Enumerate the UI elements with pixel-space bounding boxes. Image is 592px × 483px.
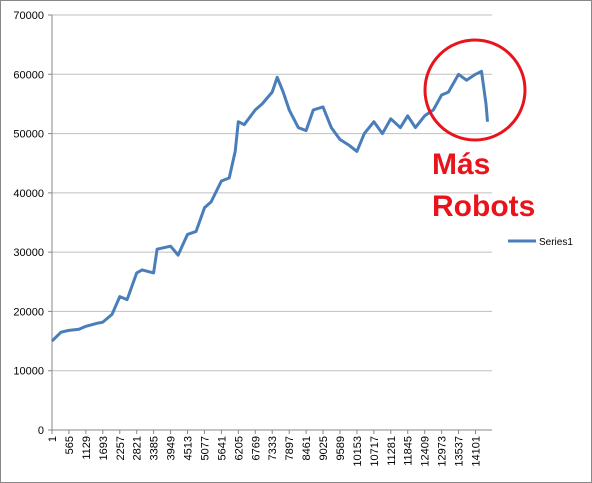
y-tick-label: 60000 xyxy=(13,69,44,81)
y-tick-label: 50000 xyxy=(13,129,44,141)
x-tick-label: 12409 xyxy=(420,436,432,467)
x-tick-label: 9025 xyxy=(318,436,330,460)
y-tick-label: 20000 xyxy=(13,306,44,318)
x-tick-label: 2257 xyxy=(115,436,127,460)
x-tick-label: 14101 xyxy=(471,436,483,467)
y-tick-label: 40000 xyxy=(13,188,44,200)
x-tick-label: 10717 xyxy=(369,436,381,467)
x-tick-label: 1129 xyxy=(81,436,93,460)
x-tick-label: 7897 xyxy=(284,436,296,460)
y-tick-label: 70000 xyxy=(13,10,44,22)
y-tick-label: 0 xyxy=(38,425,44,437)
x-tick-label: 5641 xyxy=(216,436,228,460)
x-tick-label: 7333 xyxy=(267,436,279,460)
annotation-text: Robots xyxy=(432,190,535,223)
series-line xyxy=(50,69,489,343)
annotation-circle xyxy=(423,38,527,142)
x-tick-label: 11281 xyxy=(386,436,398,466)
x-tick-label: 13537 xyxy=(454,436,466,467)
x-tick-label: 2821 xyxy=(132,436,144,460)
x-tick-label: 10153 xyxy=(352,436,364,467)
x-tick-label: 3949 xyxy=(166,436,178,460)
x-tick-label: 1 xyxy=(47,436,59,442)
x-tick-label: 565 xyxy=(64,436,76,454)
x-tick-label: 4513 xyxy=(183,436,195,460)
x-tick-label: 6769 xyxy=(250,436,262,460)
x-tick-label: 3385 xyxy=(149,436,161,460)
x-tick-label: 11845 xyxy=(403,436,415,466)
y-tick-label: 10000 xyxy=(13,366,44,378)
x-tick-label: 5077 xyxy=(199,436,211,460)
x-tick-label: 6205 xyxy=(233,436,245,460)
x-tick-label: 9589 xyxy=(335,436,347,460)
legend-label: Series1 xyxy=(539,237,573,248)
x-tick-label: 12973 xyxy=(437,436,449,467)
x-tick-label: 8461 xyxy=(301,436,313,460)
x-tick-label: 1693 xyxy=(98,436,110,460)
y-tick-label: 30000 xyxy=(13,247,44,259)
annotation-text: Más xyxy=(432,148,490,181)
